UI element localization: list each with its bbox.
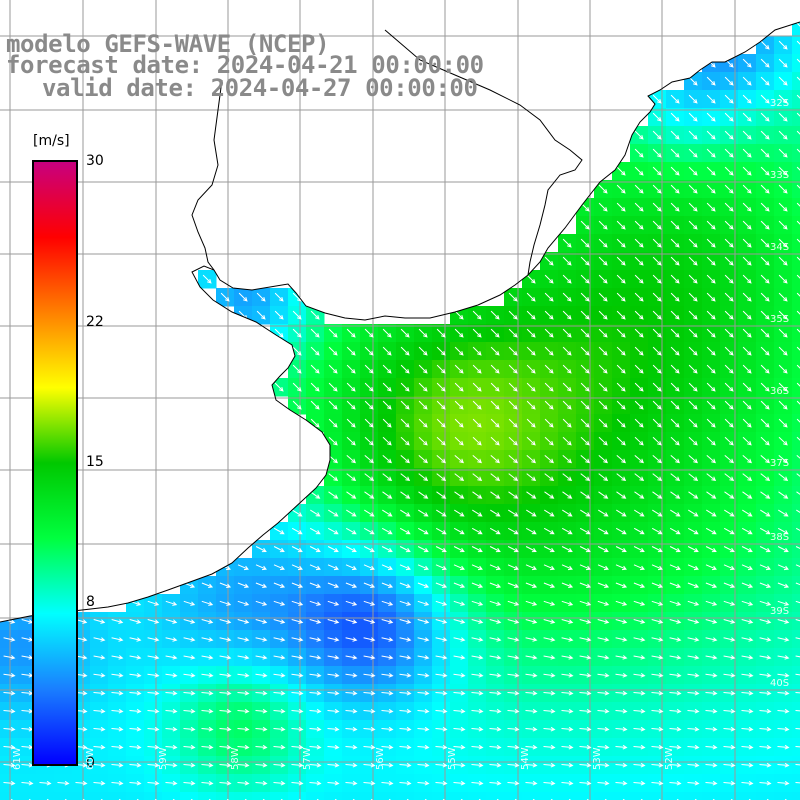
title-valid-date: valid date: 2024-04-27 00:00:00 <box>42 74 478 102</box>
land-mask <box>0 0 800 622</box>
colorbar <box>32 160 78 766</box>
colorbar-tick-label: 22 <box>86 313 104 330</box>
latitude-label: 39S <box>770 606 790 617</box>
longitude-label: 57W <box>302 747 313 770</box>
latitude-label: 35S <box>770 314 790 325</box>
longitude-label: 54W <box>520 747 531 770</box>
longitude-label: 60W <box>85 747 96 770</box>
land-area <box>0 0 800 622</box>
latitude-label: 37S <box>770 458 790 469</box>
coastline <box>0 21 800 623</box>
longitude-label: 58W <box>230 747 241 770</box>
longitude-label: 55W <box>447 747 458 770</box>
title-model: modelo GEFS-WAVE (NCEP) <box>6 30 330 58</box>
wind-arrows <box>3 4 800 800</box>
colorbar-tick-label: 8 <box>86 594 95 611</box>
longitude-label: 53W <box>592 747 603 770</box>
country-border <box>191 29 583 276</box>
longitude-label: 56W <box>375 747 386 770</box>
colorbar-tick-label: 15 <box>86 454 104 470</box>
latitude-label: 32S <box>770 98 790 109</box>
longitude-label: 52W <box>664 747 675 770</box>
longitude-label: 59W <box>158 747 169 770</box>
colorbar-tick-label: 30 <box>86 153 104 169</box>
longitude-label: 61W <box>12 747 23 770</box>
latitude-label: 40S <box>770 678 790 689</box>
latitude-label: 34S <box>770 242 790 253</box>
latitude-label: 33S <box>770 170 790 181</box>
title-forecast-date: forecast date: 2024-04-21 00:00:00 <box>6 51 484 79</box>
colorbar-tick-label: 0 <box>86 755 95 771</box>
latitude-label: 36S <box>770 386 790 397</box>
colorbar-unit-label: [m/s] <box>33 133 70 149</box>
colorbar-gradient <box>34 162 76 764</box>
latitude-label: 38S <box>770 532 790 543</box>
